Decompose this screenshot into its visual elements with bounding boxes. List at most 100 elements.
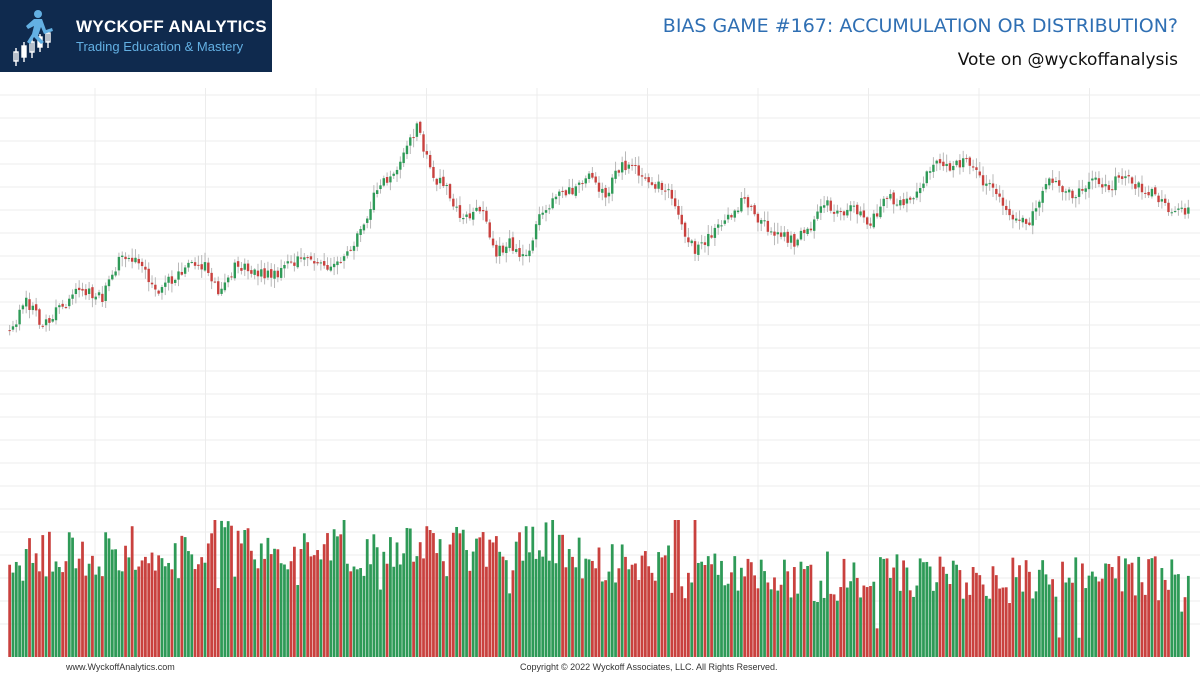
price-candle xyxy=(690,239,693,247)
candle-body xyxy=(521,254,525,257)
candle-body xyxy=(925,171,928,184)
volume-bar xyxy=(1081,563,1084,657)
price-candle xyxy=(1173,206,1177,214)
volume-bar xyxy=(534,558,538,657)
volume-bar xyxy=(173,543,177,657)
volume-bar xyxy=(117,570,121,657)
price-candle xyxy=(740,191,743,213)
chart-grid xyxy=(0,88,1200,657)
candle-body xyxy=(703,242,707,245)
candle-body xyxy=(428,154,432,168)
volume-bar xyxy=(256,568,260,657)
price-candle xyxy=(713,223,717,246)
price-candle xyxy=(1058,171,1061,193)
volume-bar xyxy=(67,532,71,657)
candle-body xyxy=(160,287,164,293)
volume-bar xyxy=(8,564,12,657)
price-candle xyxy=(246,259,250,280)
volume-bar xyxy=(1110,567,1114,657)
volume-bar xyxy=(160,558,164,657)
price-candle xyxy=(147,262,150,292)
volume-bar xyxy=(1077,637,1081,657)
candle-body xyxy=(471,211,475,220)
candle-body xyxy=(1157,195,1160,203)
price-candle xyxy=(1077,180,1081,205)
price-candle xyxy=(577,180,581,194)
candle-body xyxy=(491,238,495,246)
price-candle xyxy=(71,289,74,305)
volume-bar xyxy=(885,558,889,657)
volume-bar xyxy=(458,533,462,657)
volume-bar xyxy=(1130,562,1134,657)
price-candle xyxy=(826,196,829,213)
candle-body xyxy=(912,198,915,200)
price-candle xyxy=(548,204,551,214)
price-candle xyxy=(236,256,240,274)
volume-bar xyxy=(233,576,237,657)
candle-body xyxy=(134,257,137,263)
price-candle xyxy=(965,154,968,163)
price-candle xyxy=(1067,187,1071,201)
price-candle xyxy=(551,192,554,210)
candle-body xyxy=(452,198,455,207)
candle-body xyxy=(498,245,501,257)
volume-bar xyxy=(206,543,210,657)
price-candle xyxy=(832,204,836,222)
volume-bar xyxy=(18,565,21,657)
candle-body xyxy=(87,288,91,295)
volume-bar xyxy=(852,562,856,657)
candle-body xyxy=(422,134,425,152)
candle-body xyxy=(932,164,935,172)
volume-bar xyxy=(726,583,730,657)
volume-bar xyxy=(1044,574,1048,657)
price-candle xyxy=(720,220,723,231)
candle-body xyxy=(915,191,919,198)
candle-body xyxy=(21,305,25,310)
price-candle xyxy=(879,198,882,219)
price-candle xyxy=(230,272,233,281)
price-candle xyxy=(402,148,405,168)
volume-bar xyxy=(455,526,459,657)
price-candle xyxy=(1018,210,1021,230)
price-candle xyxy=(627,162,630,174)
candle-body xyxy=(528,250,531,257)
candle-body xyxy=(531,240,534,251)
candle-body xyxy=(657,181,660,189)
footer-website[interactable]: www.WyckoffAnalytics.com xyxy=(66,662,175,672)
price-candle xyxy=(475,199,478,212)
volume-bar xyxy=(249,550,253,657)
volume-bar xyxy=(561,534,564,657)
candle-body xyxy=(958,160,962,168)
price-candle xyxy=(697,241,700,261)
volume-bar xyxy=(1001,587,1005,657)
price-candle xyxy=(283,261,286,278)
candle-body xyxy=(875,213,879,217)
price-candle xyxy=(114,267,117,278)
volume-bar xyxy=(508,593,511,657)
volume-bar xyxy=(48,531,51,657)
candle-body xyxy=(909,197,912,200)
price-candle xyxy=(726,207,730,223)
price-candle xyxy=(909,195,912,204)
candle-body xyxy=(309,256,313,260)
candle-body xyxy=(15,324,18,327)
price-candle xyxy=(1011,210,1015,229)
volume-bar xyxy=(392,566,396,657)
volume-bar xyxy=(87,563,91,657)
price-candle xyxy=(498,237,501,264)
price-candle xyxy=(1094,171,1097,189)
logo-banner[interactable]: WYCKOFF ANALYTICS Trading Education & Ma… xyxy=(0,0,272,72)
volume-bar xyxy=(736,590,740,657)
candle-body xyxy=(256,270,260,277)
candle-body xyxy=(640,175,644,177)
candle-body xyxy=(97,292,101,296)
price-candle xyxy=(760,217,763,232)
volume-bar xyxy=(1143,594,1147,657)
candle-body xyxy=(1147,192,1150,196)
price-candle xyxy=(322,253,326,269)
price-candle xyxy=(650,177,654,187)
volume-bar xyxy=(425,526,429,657)
price-candle xyxy=(687,227,690,247)
candle-body xyxy=(58,305,61,308)
price-candle xyxy=(1071,189,1074,204)
